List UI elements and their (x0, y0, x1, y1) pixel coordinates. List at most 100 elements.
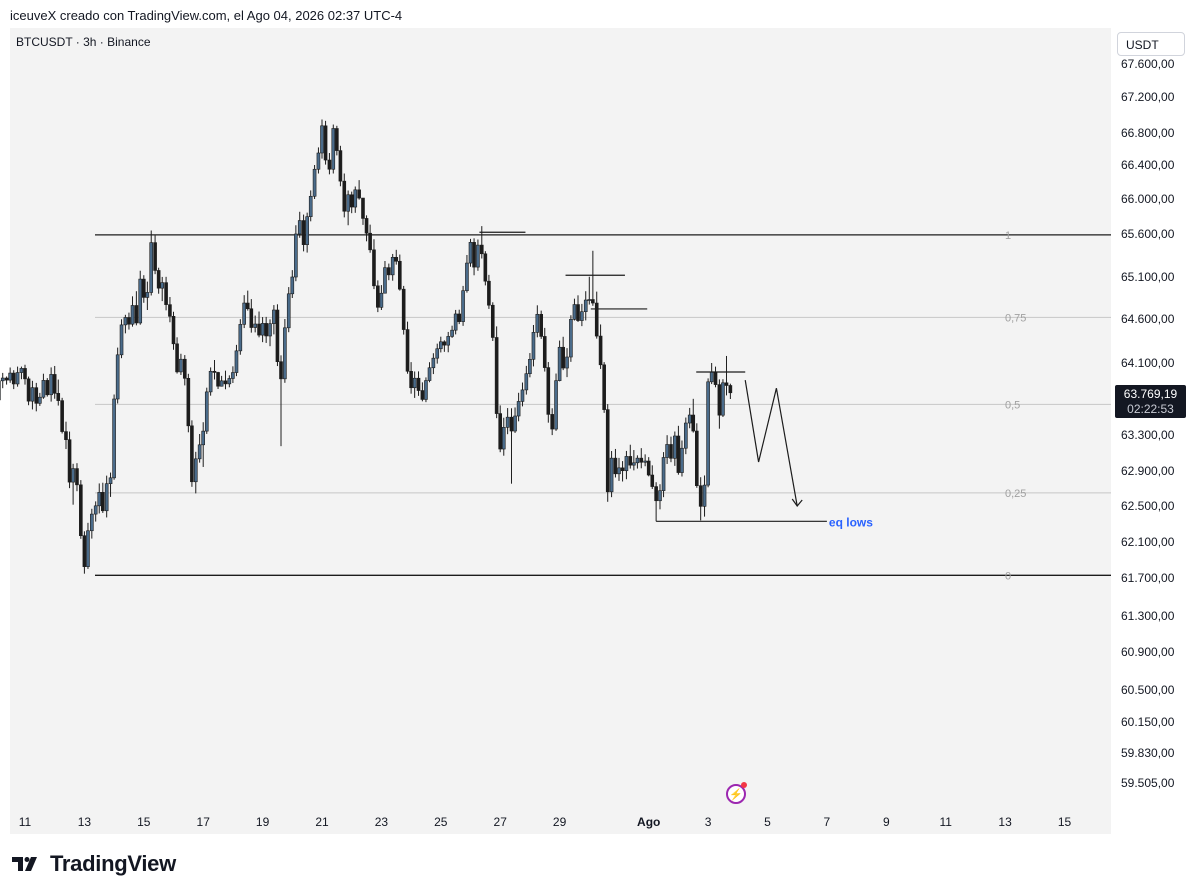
candle[interactable] (457, 309, 462, 325)
candle[interactable] (49, 367, 53, 402)
candle[interactable] (561, 336, 565, 371)
candle[interactable] (661, 452, 666, 498)
candle[interactable] (64, 421, 68, 450)
candle[interactable] (398, 254, 402, 291)
candle[interactable] (431, 353, 436, 375)
candle[interactable] (190, 420, 194, 487)
candle[interactable] (639, 448, 644, 469)
candle[interactable] (279, 355, 283, 447)
candle[interactable] (572, 298, 577, 321)
candle[interactable] (134, 291, 139, 326)
candle[interactable] (557, 340, 562, 382)
candle[interactable] (168, 296, 172, 323)
currency-selector[interactable]: USDT (1117, 32, 1185, 56)
candle[interactable] (331, 124, 336, 174)
candle[interactable] (721, 379, 725, 417)
candle[interactable] (104, 475, 109, 518)
candle[interactable] (242, 295, 246, 329)
candle[interactable] (646, 457, 651, 477)
candle[interactable] (516, 392, 521, 422)
candle[interactable] (676, 425, 681, 475)
candle[interactable] (706, 378, 710, 488)
candle[interactable] (338, 145, 343, 187)
candle[interactable] (509, 408, 514, 484)
candle[interactable] (665, 435, 669, 464)
candle[interactable] (186, 373, 191, 433)
candle[interactable] (264, 316, 268, 343)
candle[interactable] (19, 366, 24, 380)
candle[interactable] (182, 355, 187, 386)
candle[interactable] (728, 383, 733, 399)
candle[interactable] (119, 319, 124, 359)
candle[interactable] (171, 311, 176, 350)
candle[interactable] (427, 362, 432, 383)
candle[interactable] (498, 405, 503, 453)
candle[interactable] (602, 362, 606, 413)
candle[interactable] (249, 299, 254, 333)
candle[interactable] (71, 463, 75, 505)
candle[interactable] (420, 382, 425, 402)
candle[interactable] (695, 423, 699, 488)
candle[interactable] (145, 281, 150, 311)
candle[interactable] (175, 337, 179, 374)
candle[interactable] (468, 238, 473, 267)
candle[interactable] (513, 407, 517, 433)
candle[interactable] (628, 444, 633, 469)
candle[interactable] (490, 302, 495, 341)
candle[interactable] (446, 331, 451, 353)
candle[interactable] (353, 186, 358, 213)
candle[interactable] (594, 291, 599, 339)
candle[interactable] (164, 276, 168, 311)
candle[interactable] (383, 261, 387, 294)
candle[interactable] (34, 382, 39, 412)
candle[interactable] (650, 465, 655, 489)
candle[interactable] (245, 290, 250, 311)
candle[interactable] (709, 363, 714, 385)
candle[interactable] (554, 373, 558, 431)
candle[interactable] (323, 120, 328, 165)
candle[interactable] (52, 365, 57, 399)
candle[interactable] (605, 404, 610, 502)
candle[interactable] (90, 508, 94, 539)
candle[interactable] (257, 311, 261, 338)
candle[interactable] (346, 190, 350, 226)
candle[interactable] (698, 477, 703, 521)
candle[interactable] (231, 366, 235, 383)
candle[interactable] (30, 380, 35, 410)
candle[interactable] (286, 287, 291, 333)
candle[interactable] (409, 362, 413, 394)
candle[interactable] (38, 392, 42, 406)
time-axis[interactable]: 11 13 15 17 19 21 23 25 27 29 Ago 3 5 7 9 11 13 15 (19, 815, 1072, 829)
candle[interactable] (23, 364, 27, 385)
candle[interactable] (75, 463, 79, 492)
candle[interactable] (312, 165, 317, 199)
candle[interactable] (465, 254, 469, 293)
candle[interactable] (368, 224, 372, 253)
candle[interactable] (435, 343, 440, 364)
candle[interactable] (658, 484, 662, 510)
candle[interactable] (26, 376, 31, 406)
projection-path[interactable] (744, 380, 798, 507)
candle[interactable] (223, 370, 228, 390)
candle[interactable] (15, 366, 20, 387)
candle[interactable] (93, 501, 98, 522)
candle[interactable] (193, 451, 198, 494)
candle[interactable] (583, 291, 588, 321)
candle[interactable] (546, 362, 551, 423)
candle[interactable] (56, 379, 61, 406)
candle[interactable] (717, 379, 722, 429)
fib-retracement[interactable]: 1 0,75 0,5 0,25 0 (95, 230, 1111, 582)
candle[interactable] (531, 324, 536, 367)
candle[interactable] (79, 480, 83, 539)
candle[interactable] (702, 475, 707, 517)
candle[interactable] (60, 397, 64, 434)
candle[interactable] (539, 310, 543, 339)
candle[interactable] (342, 173, 347, 218)
candle[interactable] (479, 226, 484, 259)
candle[interactable] (565, 348, 569, 378)
candle[interactable] (613, 448, 618, 478)
candle[interactable] (283, 319, 287, 383)
candle[interactable] (624, 450, 629, 480)
candle[interactable] (580, 303, 584, 327)
candle[interactable] (505, 408, 510, 435)
